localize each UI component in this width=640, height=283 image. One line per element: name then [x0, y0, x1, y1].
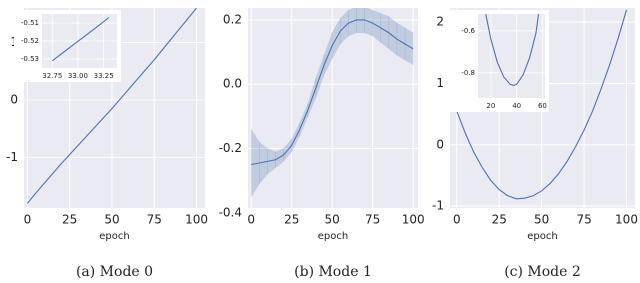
y-tick-label: -0.4 — [219, 205, 242, 219]
y-tick-label: 0.0 — [223, 77, 242, 91]
plot-lines — [485, 14, 540, 86]
caption: (b) Mode 1 — [294, 264, 372, 280]
x-tick-label: 75 — [147, 213, 162, 227]
plot-lines — [51, 17, 110, 62]
y-tick-label: 0 — [436, 137, 444, 151]
confidence-band — [259, 141, 268, 185]
plot-lines — [251, 8, 414, 198]
x-tick-label: 75 — [576, 213, 591, 227]
y-tick-label: -0.8 — [461, 69, 475, 77]
caption: (c) Mode 2 — [504, 264, 581, 280]
line — [485, 14, 540, 86]
x-tick-label: 20 — [486, 102, 495, 110]
y-tick-label: -0.51 — [21, 19, 39, 27]
x-tick-label: 25 — [284, 213, 299, 227]
x-tick-label: 32.75 — [42, 72, 62, 80]
y-tick-label: -0.52 — [21, 37, 39, 45]
confidence-band — [380, 13, 390, 50]
line — [251, 19, 414, 166]
y-tick-label: 1 — [436, 76, 444, 90]
x-axis-label: epoch — [99, 231, 129, 242]
x-tick-label: 0 — [453, 213, 461, 227]
confidence-band — [275, 148, 284, 169]
y-tick-label: 0 — [10, 92, 18, 106]
confidence-band — [323, 32, 333, 75]
y-tick-label: -0.53 — [21, 55, 39, 63]
x-tick-label: 100 — [402, 213, 425, 227]
plot-background — [248, 8, 418, 208]
plot-lines — [26, 8, 197, 204]
y-tick-label: 0.2 — [223, 12, 242, 26]
x-tick-label: 33.25 — [94, 72, 114, 80]
x-tick-label: 0 — [24, 213, 32, 227]
plot-background — [478, 14, 545, 98]
x-tick-label: 40 — [512, 102, 521, 110]
x-tick-label: 60 — [538, 102, 547, 110]
x-tick-label: 50 — [104, 213, 119, 227]
line — [456, 9, 628, 200]
y-tick-label: -1 — [432, 199, 444, 213]
x-tick-label: 25 — [492, 213, 507, 227]
x-tick-label: 25 — [62, 213, 77, 227]
x-tick-label: 75 — [365, 213, 380, 227]
y-tick-label: -1 — [6, 150, 18, 164]
line — [26, 8, 197, 204]
x-tick-label: 50 — [325, 213, 340, 227]
x-tick-label: 50 — [534, 213, 549, 227]
plot-lines — [456, 9, 628, 200]
caption: (a) Mode 0 — [76, 264, 153, 280]
x-tick-label: 0 — [247, 213, 255, 227]
x-axis-label: epoch — [527, 231, 557, 242]
x-axis-label: epoch — [318, 231, 348, 242]
x-tick-label: 100 — [615, 213, 638, 227]
confidence-band — [267, 148, 276, 175]
x-tick-label: 100 — [185, 213, 208, 227]
y-tick-label: -0.2 — [219, 141, 242, 155]
confidence-band — [251, 128, 260, 198]
y-tick-label: 2 — [436, 15, 444, 29]
y-tick-label: -0.6 — [461, 27, 475, 35]
line — [51, 17, 110, 62]
confidence-band — [372, 10, 381, 43]
x-tick-label: 33.00 — [68, 72, 88, 80]
